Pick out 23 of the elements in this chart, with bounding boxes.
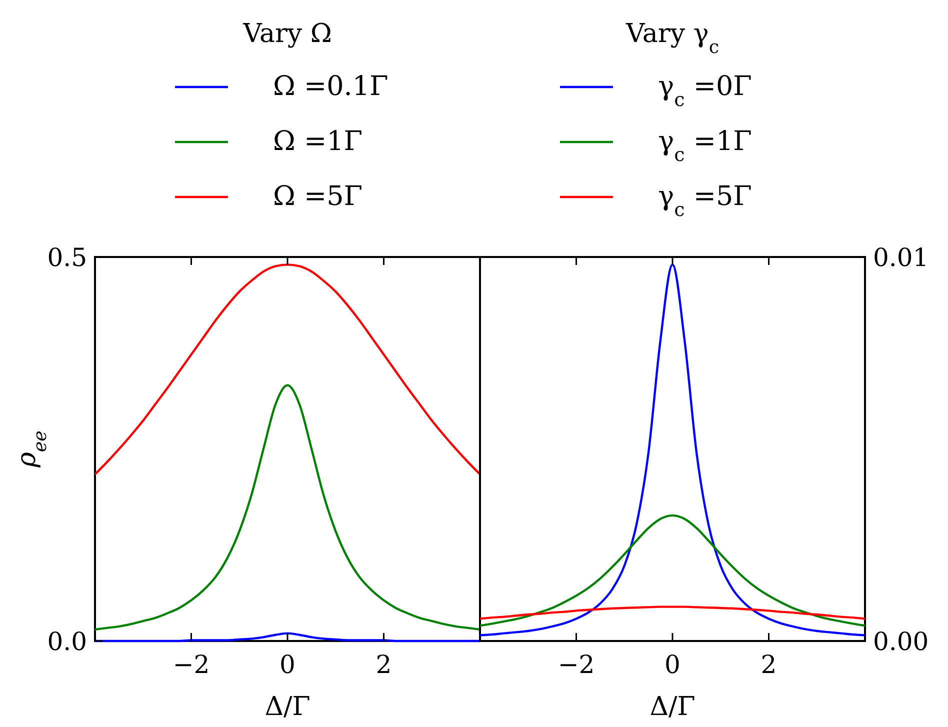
legend-label: γ$_{c}$ =5Γ [658,181,752,221]
legend-label: Ω =5Γ [273,181,363,212]
line-series [95,264,480,476]
y-tick-label: 0.0 [47,627,87,656]
x-tick-label: −2 [172,650,210,679]
x-tick-label: 0 [280,650,296,679]
y2-tick-label: 0.00 [873,627,929,656]
legend-label: Ω =1Γ [273,126,363,157]
x-tick-label: −2 [558,650,595,679]
y2-tick-label: 0.01 [873,243,929,272]
line-series [480,606,865,620]
x-tick-label: 0 [664,650,680,679]
legend-label: Ω =0.1Γ [273,71,388,102]
x-tick-label: 2 [760,650,777,679]
x-tick-label: 2 [376,650,392,679]
legend-title: Vary γ$_{c}$ [625,19,719,58]
legend-label: γ$_{c}$ =1Γ [658,126,752,166]
line-series [95,632,480,642]
legend-title: Vary Ω [242,19,332,49]
y-tick-label: 0.5 [47,243,87,272]
legend-label: γ$_{c}$ =0Γ [658,71,752,111]
x-axis-title: Δ/Γ [264,692,310,722]
x-axis-title: Δ/Γ [650,692,696,722]
